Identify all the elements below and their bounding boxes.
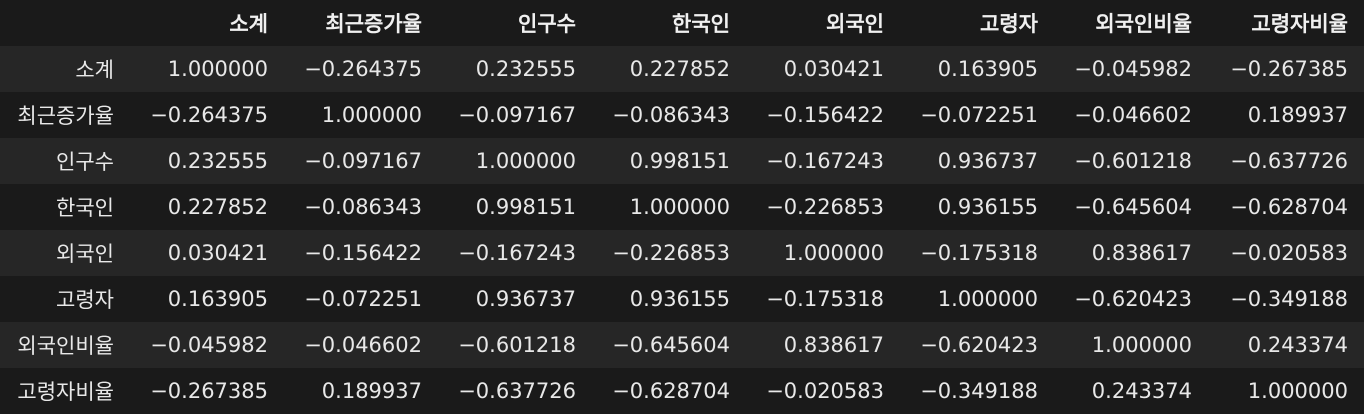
table-cell: −0.045982 xyxy=(1074,57,1192,81)
row-index-label: 소계 xyxy=(75,58,114,82)
table-cell: −0.156422 xyxy=(766,103,884,127)
table-cell: −0.020583 xyxy=(1230,241,1348,265)
table-cell: 0.936155 xyxy=(937,195,1038,219)
table-cell: 1.000000 xyxy=(937,287,1038,311)
table-cell: −0.167243 xyxy=(766,149,884,173)
table-cell: −0.349188 xyxy=(920,379,1038,403)
row-index-label: 인구수 xyxy=(56,150,114,174)
row-index-label: 고령자비율 xyxy=(17,380,114,404)
table-row: 고령자비율 −0.267385 0.189937 −0.637726 −0.628704… xyxy=(0,368,1364,414)
table-cell: −0.645604 xyxy=(612,333,730,357)
table-cell: −0.226853 xyxy=(766,195,884,219)
table-cell: 1.000000 xyxy=(321,103,422,127)
table-cell: −0.175318 xyxy=(766,287,884,311)
table-cell: 1.000000 xyxy=(475,149,576,173)
table-cell: 0.189937 xyxy=(1247,103,1348,127)
table-cell: −0.175318 xyxy=(920,241,1038,265)
table-cell: −0.045982 xyxy=(150,333,268,357)
table-cell: −0.267385 xyxy=(150,379,268,403)
table-cell: −0.072251 xyxy=(304,287,422,311)
table-cell: −0.628704 xyxy=(612,379,730,403)
table-cell: 0.998151 xyxy=(475,195,576,219)
column-header: 소계 xyxy=(130,0,284,46)
table-cell: 0.030421 xyxy=(783,57,884,81)
table-cell: 0.936737 xyxy=(475,287,576,311)
table-cell: −0.072251 xyxy=(920,103,1038,127)
table-cell: −0.167243 xyxy=(458,241,576,265)
table-cell: 0.227852 xyxy=(629,57,730,81)
table-row: 인구수 0.232555 −0.097167 1.000000 0.998151 −0.1… xyxy=(0,138,1364,184)
table-cell: 0.838617 xyxy=(783,333,884,357)
table-row: 한국인 0.227852 −0.086343 0.998151 1.000000 −0.2… xyxy=(0,184,1364,230)
column-header: 한국인 xyxy=(592,0,746,46)
row-index-label: 최근증가율 xyxy=(17,104,114,128)
table-row: 고령자 0.163905 −0.072251 0.936737 0.936155 −0.1… xyxy=(0,276,1364,322)
table-cell: 1.000000 xyxy=(1247,379,1348,403)
table-cell: −0.086343 xyxy=(304,195,422,219)
table-cell: −0.637726 xyxy=(1230,149,1348,173)
table-cell: 0.243374 xyxy=(1091,379,1192,403)
column-header: 인구수 xyxy=(438,0,592,46)
row-index-label: 한국인 xyxy=(56,196,114,220)
table-cell: 1.000000 xyxy=(783,241,884,265)
corner-cell xyxy=(0,0,130,46)
table-cell: −0.637726 xyxy=(458,379,576,403)
table-row: 소계 1.000000 −0.264375 0.232555 0.227852 0.030… xyxy=(0,46,1364,92)
table-cell: 0.227852 xyxy=(167,195,268,219)
table-cell: −0.620423 xyxy=(1074,287,1192,311)
table-cell: 0.232555 xyxy=(167,149,268,173)
table-cell: −0.601218 xyxy=(1074,149,1192,173)
table-cell: −0.267385 xyxy=(1230,57,1348,81)
table-row: 외국인 0.030421 −0.156422 −0.167243 −0.226853 1.… xyxy=(0,230,1364,276)
row-index-label: 고령자 xyxy=(56,288,114,312)
table-cell: 0.243374 xyxy=(1247,333,1348,357)
header-row: 소계 최근증가율 인구수 한국인 외국인 고령자 외국인비율 고령자비율 xyxy=(0,0,1364,46)
column-header: 고령자 xyxy=(900,0,1054,46)
table-cell: 0.163905 xyxy=(167,287,268,311)
table-cell: 1.000000 xyxy=(167,57,268,81)
table-cell: −0.086343 xyxy=(612,103,730,127)
table-cell: −0.264375 xyxy=(304,57,422,81)
table-cell: 0.189937 xyxy=(321,379,422,403)
row-index-label: 외국인 xyxy=(56,242,114,266)
table-body: 소계 1.000000 −0.264375 0.232555 0.227852 0.030… xyxy=(0,46,1364,414)
table-cell: −0.645604 xyxy=(1074,195,1192,219)
column-header: 최근증가율 xyxy=(284,0,438,46)
table-cell: 0.030421 xyxy=(167,241,268,265)
table-cell: −0.264375 xyxy=(150,103,268,127)
table-cell: 0.232555 xyxy=(475,57,576,81)
table-cell: −0.226853 xyxy=(612,241,730,265)
table-cell: 0.998151 xyxy=(629,149,730,173)
table-cell: −0.046602 xyxy=(304,333,422,357)
table-cell: −0.156422 xyxy=(304,241,422,265)
table-cell: −0.020583 xyxy=(766,379,884,403)
table-cell: 0.936155 xyxy=(629,287,730,311)
table-cell: −0.046602 xyxy=(1074,103,1192,127)
table-cell: −0.601218 xyxy=(458,333,576,357)
column-header: 외국인 xyxy=(746,0,900,46)
table-cell: 0.838617 xyxy=(1091,241,1192,265)
table-cell: 1.000000 xyxy=(629,195,730,219)
column-header: 외국인비율 xyxy=(1054,0,1208,46)
table-cell: −0.620423 xyxy=(920,333,1038,357)
row-index-label: 외국인비율 xyxy=(17,334,114,358)
column-header: 고령자비율 xyxy=(1208,0,1364,46)
table-cell: −0.349188 xyxy=(1230,287,1348,311)
table-cell: 0.936737 xyxy=(937,149,1038,173)
table-row: 최근증가율 −0.264375 1.000000 −0.097167 −0.086343… xyxy=(0,92,1364,138)
table-cell: −0.628704 xyxy=(1230,195,1348,219)
table-cell: 1.000000 xyxy=(1091,333,1192,357)
table-cell: 0.163905 xyxy=(937,57,1038,81)
table-cell: −0.097167 xyxy=(458,103,576,127)
table-row: 외국인비율 −0.045982 −0.046602 −0.601218 −0.64560… xyxy=(0,322,1364,368)
table-cell: −0.097167 xyxy=(304,149,422,173)
